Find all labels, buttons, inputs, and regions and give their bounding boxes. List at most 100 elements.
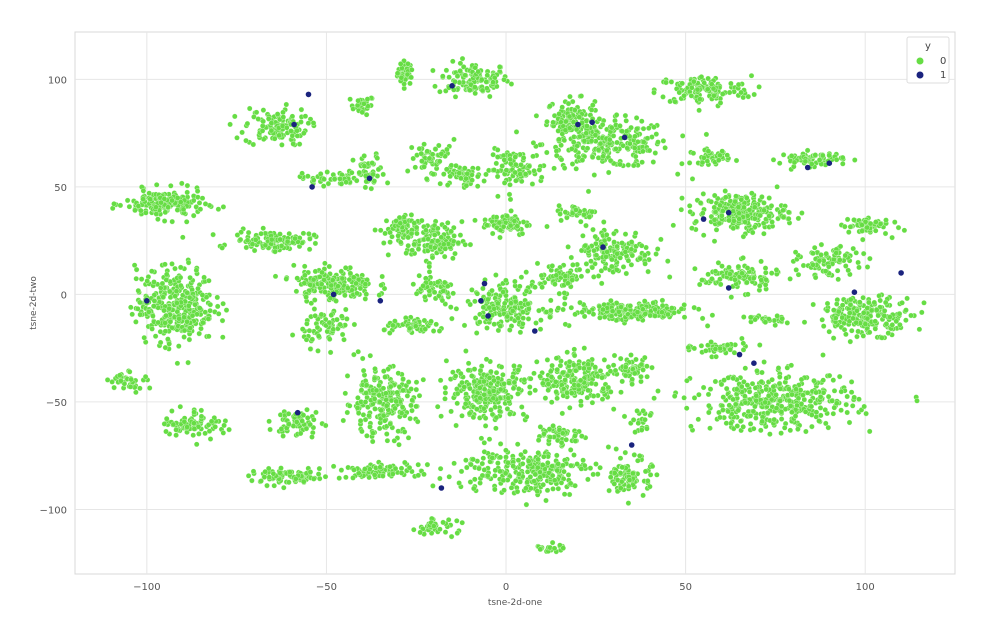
- scatter-point-class-0: [186, 303, 192, 309]
- scatter-point-class-0: [511, 379, 518, 386]
- scatter-point-class-0: [688, 93, 695, 99]
- scatter-point-class-0: [598, 280, 605, 287]
- scatter-point-class-0: [708, 198, 714, 205]
- scatter-point-class-0: [166, 305, 173, 312]
- scatter-point-class-0: [762, 282, 769, 288]
- scatter-point-class-0: [184, 182, 191, 189]
- scatter-point-class-0: [857, 299, 863, 305]
- scatter-point-class-0: [558, 217, 564, 224]
- scatter-point-class-0: [360, 412, 367, 418]
- scatter-point-class-0: [690, 150, 697, 156]
- scatter-point-class-0: [732, 401, 739, 408]
- scatter-point-class-0: [384, 180, 391, 186]
- scatter-point-class-0: [456, 170, 463, 176]
- scatter-point-class-0: [174, 360, 181, 367]
- scatter-point-class-0: [289, 132, 296, 139]
- scatter-point-class-0: [809, 423, 815, 430]
- scatter-point-class-0: [378, 282, 384, 288]
- scatter-point-class-0: [531, 168, 537, 174]
- scatter-point-class-0: [503, 277, 509, 284]
- scatter-point-class-0: [532, 387, 538, 394]
- scatter-point-class-0: [326, 336, 333, 342]
- scatter-point-class-0: [761, 207, 767, 214]
- scatter-point-class-0: [301, 130, 307, 136]
- scatter-point-class-0: [432, 244, 438, 251]
- scatter-point-class-0: [454, 386, 460, 392]
- scatter-point-class-0: [181, 418, 188, 425]
- scatter-point-class-0: [513, 161, 519, 168]
- scatter-point-class-0: [570, 119, 577, 125]
- scatter-point-class-0: [197, 305, 203, 311]
- scatter-point-class-0: [383, 390, 389, 397]
- scatter-point-class-0: [362, 184, 369, 191]
- scatter-point-class-0: [722, 188, 728, 194]
- scatter-point-class-0: [260, 225, 266, 231]
- scatter-point-class-0: [622, 249, 629, 255]
- scatter-point-class-0: [491, 377, 497, 384]
- scatter-point-class-0: [411, 241, 417, 248]
- scatter-point-class-0: [202, 201, 209, 207]
- scatter-point-class-0: [547, 103, 553, 109]
- scatter-point-class-0: [565, 280, 571, 287]
- scatter-point-class-0: [347, 96, 353, 102]
- scatter-point-class-0: [392, 405, 398, 412]
- scatter-point-class-0: [418, 150, 425, 157]
- scatter-point-class-0: [165, 204, 171, 210]
- scatter-point-class-0: [297, 430, 304, 437]
- scatter-point-class-0: [671, 310, 677, 316]
- scatter-point-class-0: [398, 410, 405, 416]
- scatter-point-class-0: [467, 385, 473, 392]
- scatter-point-class-0: [853, 250, 859, 256]
- scatter-point-class-0: [678, 206, 685, 213]
- scatter-point-class-0: [517, 283, 523, 290]
- scatter-point-class-0: [547, 314, 553, 320]
- scatter-point-class-0: [375, 166, 382, 173]
- scatter-point-class-0: [201, 274, 207, 281]
- scatter-point-class-0: [442, 396, 448, 402]
- scatter-point-class-0: [507, 327, 513, 333]
- scatter-point-class-0: [163, 277, 170, 283]
- scatter-point-class-0: [883, 321, 890, 327]
- scatter-point-class-0: [568, 146, 575, 152]
- scatter-point-class-0: [215, 311, 222, 317]
- scatter-point-class-0: [467, 241, 474, 248]
- scatter-point-class-0: [787, 427, 794, 434]
- scatter-point-class-0: [452, 94, 459, 100]
- scatter-point-class-0: [132, 207, 138, 214]
- scatter-point-class-0: [372, 227, 378, 233]
- scatter-point-class-0: [569, 161, 576, 167]
- scatter-point-class-0: [785, 209, 792, 216]
- scatter-point-class-0: [903, 307, 909, 313]
- scatter-point-class-0: [440, 241, 447, 248]
- scatter-point-class-0: [361, 101, 367, 107]
- scatter-point-class-0: [480, 314, 487, 320]
- scatter-point-class-0: [611, 352, 618, 359]
- scatter-point-class-0: [586, 214, 593, 220]
- scatter-point-class-0: [428, 318, 434, 325]
- scatter-point-class-0: [173, 432, 179, 438]
- scatter-point-class-0: [184, 318, 190, 325]
- scatter-point-class-0: [450, 238, 457, 245]
- scatter-point-class-0: [644, 373, 650, 380]
- scatter-point-class-0: [133, 266, 140, 273]
- scatter-point-class-0: [510, 385, 517, 392]
- scatter-point-class-0: [181, 327, 188, 334]
- scatter-point-class-0: [768, 203, 775, 209]
- scatter-point-class-0: [455, 240, 462, 246]
- scatter-point-class-0: [480, 304, 487, 311]
- scatter-point-class-0: [301, 280, 308, 286]
- scatter-point-class-0: [561, 301, 568, 307]
- scatter-point-class-0: [567, 405, 573, 411]
- scatter-point-class-0: [334, 316, 340, 323]
- scatter-point-class-0: [372, 406, 378, 412]
- scatter-point-class-0: [474, 290, 481, 297]
- scatter-point-class-0: [520, 411, 527, 418]
- scatter-point-class-0: [322, 422, 329, 429]
- scatter-point-class-0: [642, 311, 649, 317]
- scatter-point-class-0: [872, 318, 878, 325]
- scatter-point-class-0: [439, 297, 446, 304]
- scatter-point-class-0: [711, 238, 718, 244]
- scatter-point-class-0: [311, 232, 317, 238]
- scatter-point-class-0: [463, 175, 469, 182]
